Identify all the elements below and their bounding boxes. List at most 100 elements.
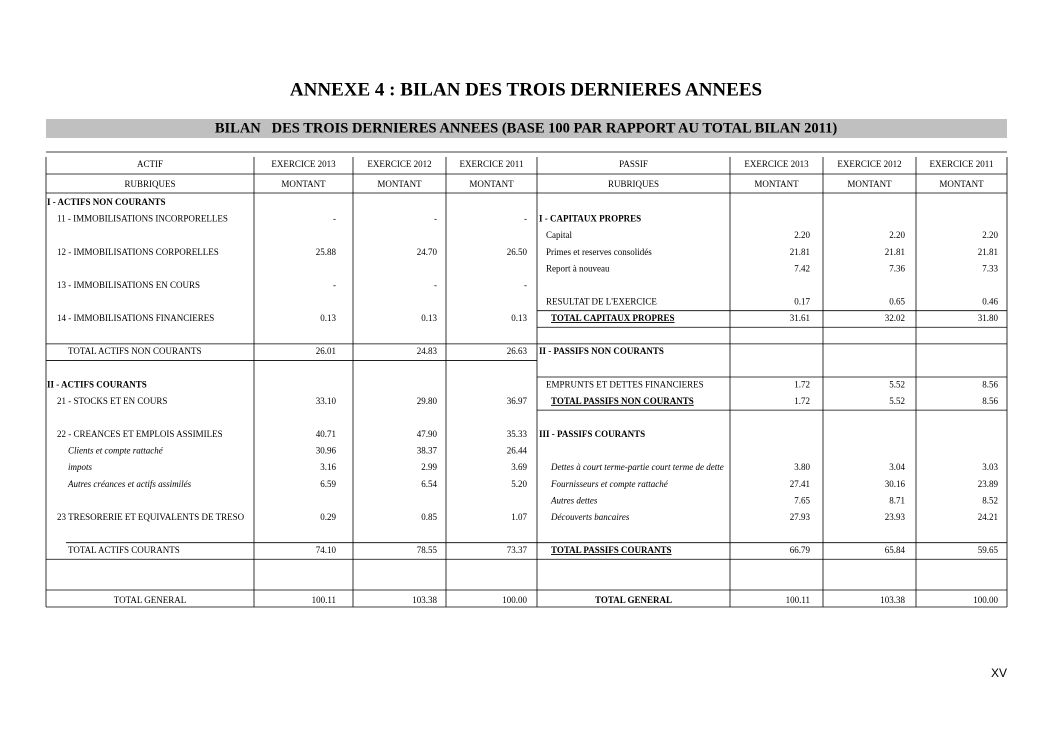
- amount: -: [333, 280, 336, 290]
- amount: 26.50: [507, 247, 528, 257]
- amount: 74.10: [316, 545, 337, 555]
- amount: 40.71: [316, 429, 336, 439]
- amount: 3.04: [889, 462, 905, 472]
- amount: 7.33: [982, 263, 998, 273]
- row-label: Autres dettes: [550, 495, 598, 505]
- header-cell: MONTANT: [377, 179, 422, 189]
- amount: 8.71: [889, 495, 905, 505]
- subtitle-band: [46, 119, 1007, 138]
- header-cell: RUBRIQUES: [124, 179, 175, 189]
- amount: 24.70: [417, 247, 438, 257]
- amount: 7.65: [794, 495, 810, 505]
- amount: 65.84: [885, 545, 906, 555]
- row-label: 12 - IMMOBILISATIONS CORPORELLES: [57, 247, 219, 257]
- amount: 2.99: [421, 462, 437, 472]
- row-label: 21 - STOCKS ET EN COURS: [57, 396, 167, 406]
- row-label: Clients et compte rattaché: [68, 446, 164, 456]
- amount: 6.54: [421, 479, 437, 489]
- header-cell: EXERCICE 2012: [837, 159, 901, 169]
- amount: 8.52: [982, 495, 998, 505]
- amount: 73.37: [507, 545, 528, 555]
- amount: 31.61: [790, 313, 810, 323]
- amount: 5.52: [889, 396, 905, 406]
- header-cell: EXERCICE 2013: [271, 159, 336, 169]
- total-amount: 100.00: [502, 595, 527, 605]
- row-label: TOTAL PASSIFS COURANTS: [551, 545, 672, 555]
- row-label: Autres créances et actifs assimilés: [67, 479, 192, 489]
- amount: -: [434, 280, 437, 290]
- amount: 30.96: [316, 446, 337, 456]
- amount: 38.37: [417, 446, 438, 456]
- header-cell: EXERCICE 2013: [744, 159, 809, 169]
- amount: 1.72: [794, 379, 810, 389]
- row-label: EMPRUNTS ET DETTES FINANCIERES: [546, 379, 704, 389]
- amount: 30.16: [885, 479, 906, 489]
- amount: 26.63: [507, 346, 528, 356]
- row-label: II - ACTIFS COURANTS: [47, 379, 147, 389]
- amount: 7.36: [889, 263, 905, 273]
- amount: 26.01: [316, 346, 336, 356]
- row-label: Report à nouveau: [546, 263, 610, 273]
- row-label: TOTAL CAPITAUX PROPRES: [551, 313, 675, 323]
- row-label: Primes et reserves consolidés: [546, 247, 652, 257]
- total-amount: 100.11: [312, 595, 336, 605]
- amount: 0.29: [320, 512, 336, 522]
- amount: 5.20: [511, 479, 527, 489]
- amount: 27.41: [790, 479, 810, 489]
- amount: 1.72: [794, 396, 810, 406]
- header-cell: EXERCICE 2011: [930, 159, 994, 169]
- amount: 0.17: [794, 296, 810, 306]
- row-label: TOTAL ACTIFS NON COURANTS: [68, 346, 202, 356]
- amount: 8.56: [982, 396, 998, 406]
- page-number: XV: [991, 666, 1007, 680]
- header-cell: EXERCICE 2012: [367, 159, 431, 169]
- amount: 24.21: [978, 512, 998, 522]
- amount: 27.93: [790, 512, 811, 522]
- total-amount: 103.38: [412, 595, 437, 605]
- row-label: RESULTAT DE L'EXERCICE: [546, 296, 657, 306]
- amount: 35.33: [507, 429, 528, 439]
- amount: 2.20: [794, 230, 810, 240]
- amount: 36.97: [507, 396, 528, 406]
- table-grid: [45, 151, 1008, 608]
- header-cell: MONTANT: [847, 179, 892, 189]
- amount: 2.20: [982, 230, 998, 240]
- amount: 8.56: [982, 379, 998, 389]
- amount: 78.55: [417, 545, 438, 555]
- amount: 31.80: [978, 313, 999, 323]
- row-label: II - PASSIFS NON COURANTS: [539, 346, 664, 356]
- row-label: 13 - IMMOBILISATIONS EN COURS: [57, 280, 200, 290]
- amount: 6.59: [320, 479, 336, 489]
- row-label: 23 TRESORERIE ET EQUIVALENTS DE TRESO: [57, 512, 245, 522]
- amount: 3.80: [794, 462, 810, 472]
- amount: 25.88: [316, 247, 337, 257]
- row-label: TOTAL ACTIFS COURANTS: [68, 545, 180, 555]
- row-label: 14 - IMMOBILISATIONS FINANCIERES: [57, 313, 214, 323]
- amount: 33.10: [316, 396, 337, 406]
- amount: 0.13: [421, 313, 437, 323]
- header-cell: EXERCICE 2011: [460, 159, 524, 169]
- header-cell: PASSIF: [619, 159, 648, 169]
- amount: -: [524, 214, 527, 224]
- row-label: Capital: [546, 230, 572, 240]
- total-amount: 100.11: [786, 595, 810, 605]
- row-label: I - ACTIFS NON COURANTS: [47, 197, 166, 207]
- row-label: I - CAPITAUX PROPRES: [539, 214, 641, 224]
- amount: 21.81: [978, 247, 998, 257]
- subtitle: BILAN DES TROIS DERNIERES ANNEES (BASE 1…: [215, 120, 838, 136]
- amount: 1.07: [511, 512, 527, 522]
- amount: 0.85: [421, 512, 437, 522]
- row-label: TOTAL PASSIFS NON COURANTS: [551, 396, 694, 406]
- header-cell: MONTANT: [754, 179, 799, 189]
- row-label: Fournisseurs et compte rattaché: [550, 479, 669, 489]
- amount: 5.52: [889, 379, 905, 389]
- header-cell: MONTANT: [469, 179, 514, 189]
- header-cell: MONTANT: [281, 179, 326, 189]
- row-label: 11 - IMMOBILISATIONS INCORPORELLES: [57, 214, 228, 224]
- total-label: TOTAL GENERAL: [114, 595, 187, 605]
- amount: 26.44: [507, 446, 528, 456]
- amount: 3.69: [511, 462, 527, 472]
- table: ACTIF EXERCICE 2013 EXERCICE 2012 EXERCICE …: [47, 159, 999, 605]
- amount: -: [524, 280, 527, 290]
